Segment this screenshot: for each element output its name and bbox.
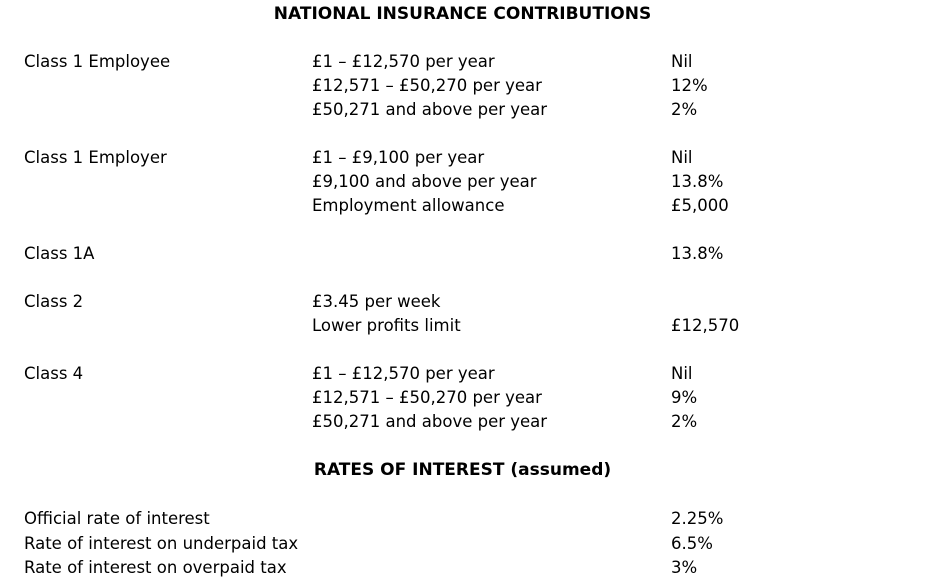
rate: 2% [671, 412, 698, 431]
band: £12,571 – £50,270 per year [312, 388, 542, 407]
rate: 2% [671, 100, 698, 119]
interest-label: Rate of interest on underpaid tax [24, 533, 299, 553]
interest-label: Rate of interest on overpaid tax [24, 558, 287, 577]
rate: £5,000 [671, 196, 729, 215]
rate: 12% [671, 76, 708, 95]
rate: Nil [671, 364, 693, 383]
section-title: NATIONAL INSURANCE CONTRIBUTIONS [273, 4, 652, 24]
rate: 13.8% [671, 244, 724, 263]
class-label: Class 4 [24, 364, 84, 383]
rate: 2.25% [671, 509, 724, 528]
band: Lower profits limit [312, 316, 461, 335]
rate: Nil [671, 52, 693, 71]
rate: 13.8% [671, 172, 724, 191]
class-label: Class 1 Employer [24, 148, 167, 167]
rate: £12,570 [671, 316, 740, 335]
band: £50,271 and above per year [312, 412, 548, 431]
rate: 6.5% [671, 533, 713, 553]
band: £1 – £12,570 per year [312, 364, 495, 383]
rate: Nil [671, 148, 693, 167]
interest-label: Official rate of interest [24, 509, 210, 528]
rate: 9% [671, 388, 698, 407]
class-label: Class 1A [24, 244, 95, 263]
band: Employment allowance [312, 196, 505, 215]
band: £1 – £9,100 per year [312, 148, 485, 167]
band: £3.45 per week [312, 292, 441, 311]
section-title: RATES OF INTEREST (assumed) [313, 460, 612, 480]
band: £9,100 and above per year [312, 172, 537, 191]
rate: 3% [671, 558, 698, 577]
class-label: Class 2 [24, 292, 84, 311]
band: £50,271 and above per year [312, 100, 548, 119]
class-label: Class 1 Employee [24, 52, 171, 71]
band: £12,571 – £50,270 per year [312, 76, 542, 95]
band: £1 – £12,570 per year [312, 52, 495, 71]
